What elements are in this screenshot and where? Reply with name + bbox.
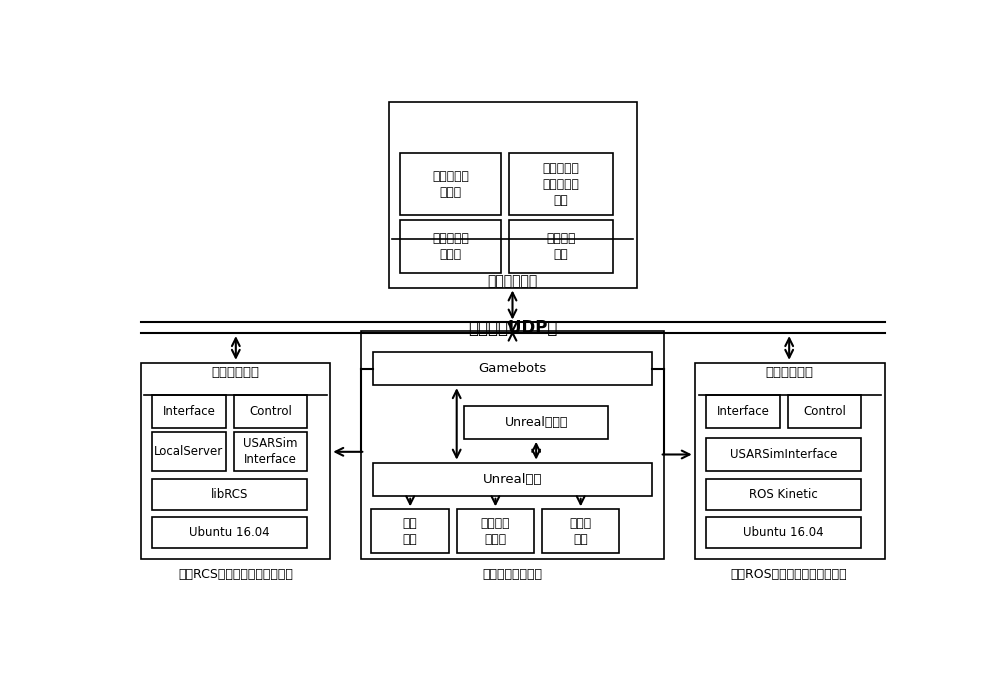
- FancyBboxPatch shape: [152, 432, 226, 471]
- Text: 虚拟场景呈现节点: 虚拟场景呈现节点: [482, 568, 542, 581]
- FancyBboxPatch shape: [695, 362, 885, 558]
- Text: Unreal引擎: Unreal引擎: [483, 473, 542, 486]
- Text: Interface: Interface: [162, 405, 215, 418]
- FancyBboxPatch shape: [373, 352, 652, 385]
- FancyBboxPatch shape: [388, 102, 637, 288]
- FancyBboxPatch shape: [542, 510, 619, 553]
- FancyBboxPatch shape: [509, 220, 613, 273]
- Text: 互操作中间件: 互操作中间件: [487, 274, 538, 288]
- FancyBboxPatch shape: [400, 153, 501, 215]
- Text: ROS Kinetic: ROS Kinetic: [749, 488, 818, 501]
- FancyBboxPatch shape: [371, 510, 449, 553]
- Text: libRCS: libRCS: [211, 488, 248, 501]
- FancyBboxPatch shape: [706, 438, 861, 471]
- FancyBboxPatch shape: [400, 220, 501, 273]
- FancyBboxPatch shape: [140, 362, 330, 558]
- Text: USARSimInterface: USARSimInterface: [730, 448, 837, 461]
- Text: Unreal客户端: Unreal客户端: [504, 416, 568, 429]
- FancyBboxPatch shape: [234, 395, 307, 428]
- Text: 编队任务发
送模块: 编队任务发 送模块: [432, 232, 469, 261]
- Text: Control: Control: [803, 405, 846, 418]
- FancyBboxPatch shape: [361, 330, 664, 558]
- FancyBboxPatch shape: [234, 432, 307, 471]
- Text: 局域网（UDP）: 局域网（UDP）: [468, 319, 557, 337]
- FancyBboxPatch shape: [706, 395, 780, 428]
- Text: 采用ROS架构的移动机器人节点: 采用ROS架构的移动机器人节点: [731, 568, 847, 581]
- FancyBboxPatch shape: [373, 463, 652, 496]
- FancyBboxPatch shape: [457, 510, 534, 553]
- Text: 互操作中间件: 互操作中间件: [765, 366, 813, 379]
- Text: 互操作中间件: 互操作中间件: [212, 366, 260, 379]
- Text: Interface: Interface: [717, 405, 770, 418]
- FancyBboxPatch shape: [706, 516, 861, 548]
- Text: Ubuntu 16.04: Ubuntu 16.04: [743, 526, 824, 539]
- Text: USARSim
Interface: USARSim Interface: [243, 437, 298, 466]
- FancyBboxPatch shape: [509, 153, 613, 215]
- Text: LocalServer: LocalServer: [154, 445, 224, 459]
- Text: 移动机器
人模型: 移动机器 人模型: [481, 516, 510, 546]
- Text: 传感器
模型: 传感器 模型: [570, 516, 592, 546]
- Text: Ubuntu 16.04: Ubuntu 16.04: [189, 526, 270, 539]
- FancyBboxPatch shape: [788, 395, 861, 428]
- Text: 采用RCS架构的移动机器人节点: 采用RCS架构的移动机器人节点: [178, 568, 293, 581]
- Text: Control: Control: [249, 405, 292, 418]
- Text: 自主路径跟
踪任务发送
模块: 自主路径跟 踪任务发送 模块: [542, 162, 579, 207]
- Text: 位姿显示
模块: 位姿显示 模块: [546, 232, 576, 261]
- Text: Gamebots: Gamebots: [478, 362, 547, 375]
- FancyBboxPatch shape: [152, 479, 307, 510]
- FancyBboxPatch shape: [152, 516, 307, 548]
- FancyBboxPatch shape: [706, 479, 861, 510]
- FancyBboxPatch shape: [152, 395, 226, 428]
- FancyBboxPatch shape: [464, 406, 608, 439]
- Text: 场景
地图: 场景 地图: [403, 516, 418, 546]
- Text: 遥控指令发
送模块: 遥控指令发 送模块: [432, 170, 469, 199]
